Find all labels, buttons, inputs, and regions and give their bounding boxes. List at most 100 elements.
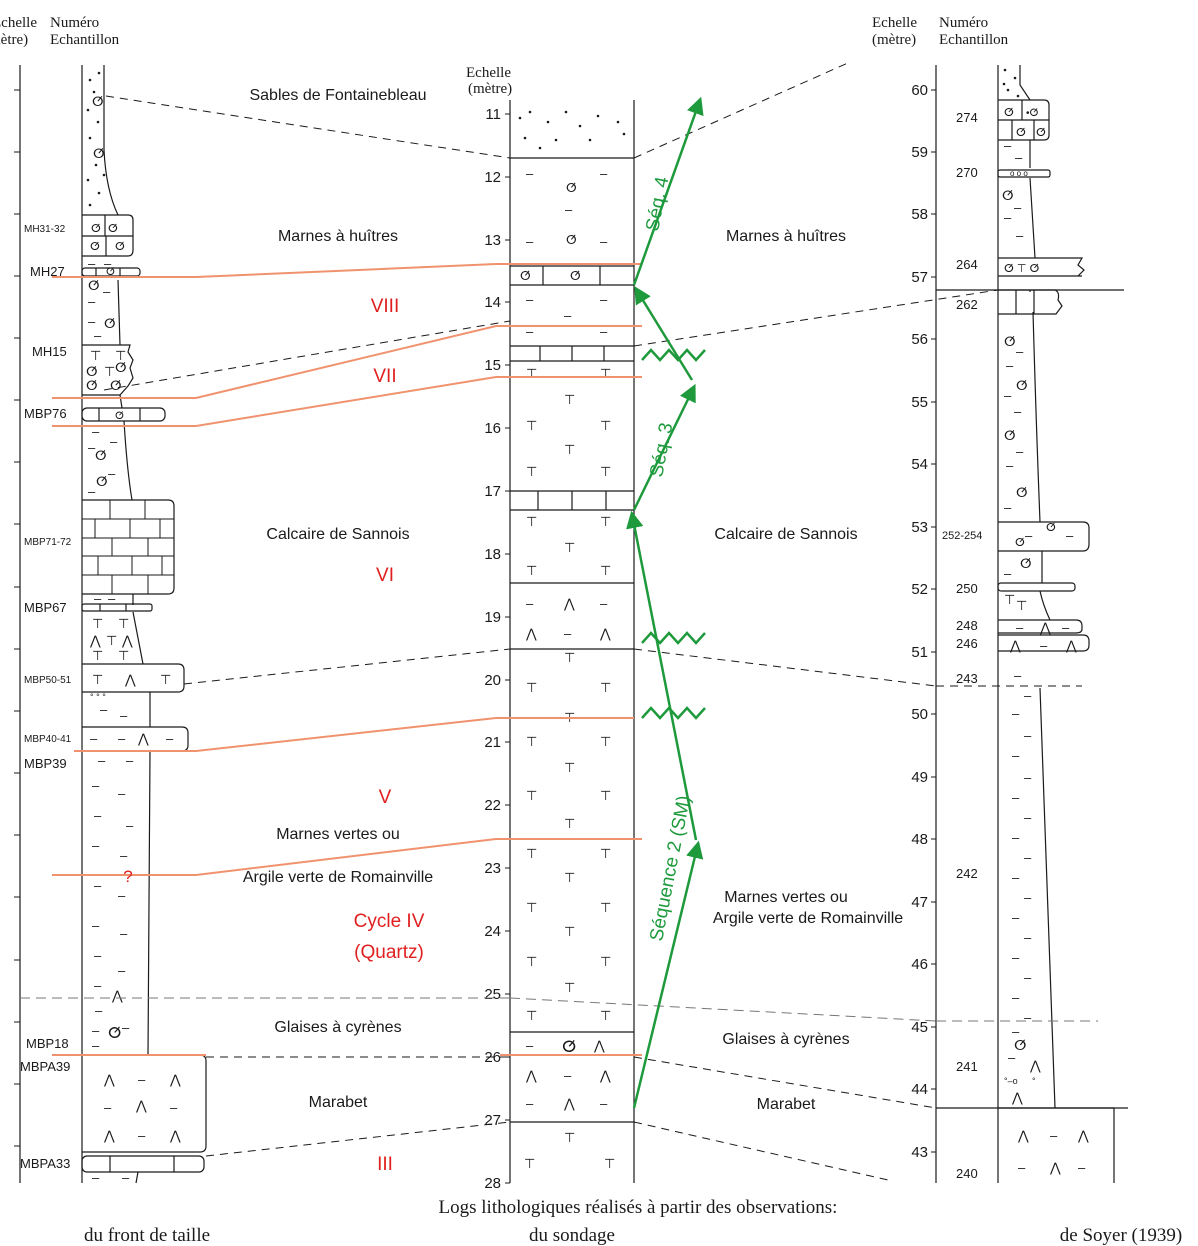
- svg-text:–: –: [88, 256, 96, 271]
- svg-text:⊤: ⊤: [600, 734, 611, 749]
- right-tick-59: 59: [911, 144, 928, 161]
- sample-label-262: 262: [956, 297, 978, 312]
- sample-label-270: 270: [956, 165, 978, 180]
- footer-center-caption: du sondage: [529, 1225, 615, 1246]
- right-log: [931, 65, 1128, 1183]
- cycle-vi-label: VI: [376, 565, 394, 586]
- svg-text:ⵚ: ⵚ: [1016, 485, 1028, 500]
- svg-text:ⵚ: ⵚ: [115, 241, 125, 253]
- svg-text:–: –: [122, 1020, 130, 1035]
- right-tick-58: 58: [911, 206, 928, 223]
- svg-text:–: –: [122, 1170, 130, 1185]
- right-scale-header-2: (mètre): [872, 32, 916, 48]
- svg-text:⋀: ⋀: [103, 1128, 115, 1143]
- svg-text:–: –: [1012, 990, 1020, 1005]
- right-tick-44: 44: [911, 1081, 928, 1098]
- erosion-zigzags: [641, 348, 706, 720]
- svg-text:–: –: [1024, 970, 1032, 985]
- center-tick-21: 21: [484, 734, 501, 751]
- svg-text:⋀: ⋀: [169, 1128, 181, 1143]
- center-tick-23: 23: [484, 860, 501, 877]
- svg-text:⊤: ⊤: [564, 924, 575, 939]
- svg-text:⋀: ⋀: [121, 633, 133, 648]
- left-sample-header-1: Numéro: [50, 15, 99, 31]
- svg-text:–: –: [118, 731, 126, 746]
- right-tick-48: 48: [911, 831, 928, 848]
- center-tick-20: 20: [484, 672, 501, 689]
- sample-label-250: 250: [956, 581, 978, 596]
- svg-text:–: –: [108, 466, 116, 481]
- svg-text:ⵚ: ⵚ: [1016, 127, 1026, 139]
- formation-marnes-vertes-right-2: Argile verte de Romainville: [713, 910, 903, 927]
- sample-label-mbp7172: MBP71-72: [24, 537, 72, 548]
- svg-text:–: –: [126, 753, 134, 768]
- svg-text:⊤: ⊤: [564, 760, 575, 775]
- svg-text:⊤: ⊤: [526, 788, 537, 803]
- svg-text:–: –: [565, 202, 573, 217]
- svg-text:–: –: [1016, 344, 1024, 359]
- svg-text:o o o: o o o: [1010, 169, 1028, 178]
- center-tick-18: 18: [484, 546, 501, 563]
- svg-text:⊤: ⊤: [564, 1130, 575, 1145]
- svg-text:–: –: [92, 424, 100, 439]
- svg-text:–: –: [118, 888, 126, 903]
- left-scale-header-2: (mètre): [0, 32, 28, 48]
- svg-text:⊤: ⊤: [526, 900, 537, 915]
- svg-text:⋀: ⋀: [593, 1038, 605, 1053]
- center-tick-25: 25: [484, 986, 501, 1003]
- svg-text:–: –: [526, 234, 534, 249]
- svg-text:–: –: [600, 166, 608, 181]
- svg-text:–: –: [95, 1003, 103, 1018]
- svg-text:–: –: [1062, 620, 1070, 635]
- right-tick-50: 50: [911, 706, 928, 723]
- svg-text:⊤: ⊤: [526, 680, 537, 695]
- svg-text:–: –: [1018, 1160, 1026, 1175]
- center-log: [505, 100, 635, 1184]
- svg-text:–: –: [1012, 1024, 1020, 1039]
- svg-text:⋀: ⋀: [135, 1098, 147, 1113]
- sample-label-mh3132: MH31-32: [24, 224, 66, 235]
- svg-text:–: –: [104, 256, 112, 271]
- right-tick-46: 46: [911, 956, 928, 973]
- svg-text:⊤: ⊤: [524, 1156, 535, 1171]
- svg-text:ⵚ: ⵚ: [1014, 1037, 1026, 1053]
- svg-text:–: –: [92, 1023, 100, 1038]
- center-tick-12: 12: [484, 169, 501, 186]
- footer-main-caption: Logs lithologiques réalisés à partir des…: [439, 1197, 838, 1218]
- svg-text:ⵚ: ⵚ: [570, 269, 581, 283]
- svg-text:ⵚ: ⵚ: [108, 1025, 121, 1042]
- svg-text:⊤: ⊤: [118, 616, 129, 631]
- svg-text:–: –: [1024, 728, 1032, 743]
- svg-text:° ° °: ° ° °: [90, 692, 106, 702]
- right-tick-47: 47: [911, 894, 928, 911]
- svg-text:⊤: ⊤: [564, 392, 575, 407]
- svg-text:–: –: [88, 484, 96, 499]
- svg-text:⊤: ⊤: [526, 366, 537, 381]
- sample-label-mbpa39: MBPA39: [20, 1059, 70, 1074]
- svg-text:–: –: [138, 1072, 146, 1087]
- svg-text:–: –: [1004, 500, 1012, 515]
- sample-label-246: 246: [956, 636, 978, 651]
- svg-text:ⵚ: ⵚ: [1004, 334, 1016, 349]
- cycle-v-label: V: [379, 787, 392, 808]
- svg-text:⊤: ⊤: [92, 648, 103, 663]
- svg-text:ⵚ: ⵚ: [1002, 188, 1014, 203]
- svg-text:–: –: [1050, 1128, 1058, 1143]
- formation-marnes-huitres-left: Marnes à huîtres: [278, 228, 398, 245]
- svg-text:⊤: ⊤: [600, 846, 611, 861]
- svg-text:–: –: [94, 878, 102, 893]
- svg-text:–: –: [1024, 850, 1032, 865]
- svg-text:ⵚ: ⵚ: [1020, 556, 1032, 571]
- svg-text:ⵚ: ⵚ: [1016, 378, 1028, 393]
- svg-text:⋀: ⋀: [124, 672, 136, 687]
- svg-text:–: –: [600, 292, 608, 307]
- svg-text:–: –: [600, 234, 608, 249]
- sample-label-243: 243: [956, 671, 978, 686]
- svg-text:⊤: ⊤: [600, 418, 611, 433]
- svg-text:–: –: [600, 324, 608, 339]
- cycle-viii-label: VIII: [371, 296, 400, 317]
- svg-text:⊤: ⊤: [600, 954, 611, 969]
- svg-text:⊤: ⊤: [92, 616, 103, 631]
- center-tick-28: 28: [484, 1175, 501, 1192]
